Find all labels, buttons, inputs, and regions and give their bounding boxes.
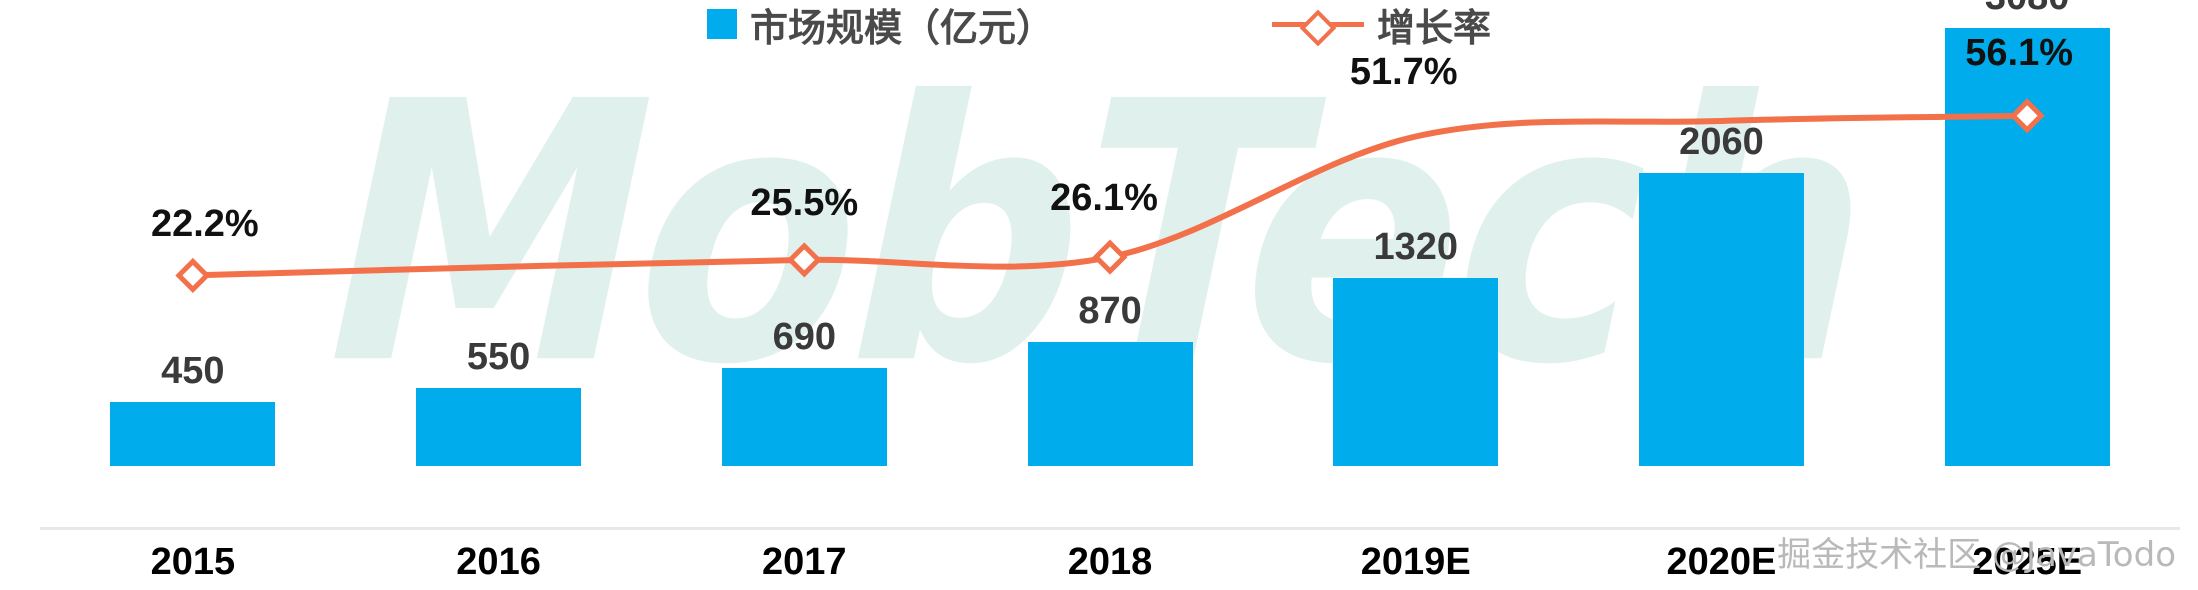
bar-category[interactable]: 450	[40, 0, 346, 466]
bar-market-size[interactable]: 3080	[1944, 0, 2110, 466]
bar-market-size[interactable]: 2060	[1638, 121, 1804, 466]
growth-rate-label: 25.5%	[750, 181, 859, 224]
corner-watermark: 掘金技术社区 @JavaTodo	[1777, 535, 2176, 575]
bar-market-size[interactable]: 870	[1027, 290, 1193, 466]
x-axis-tick: 2016	[456, 541, 541, 583]
square-swatch-icon	[706, 9, 737, 39]
x-axis: 2015 2016 2017 2018 2019E 2020E 2025E	[40, 534, 2180, 590]
bar-market-size[interactable]: 1320	[1333, 226, 1499, 466]
chart-legend: 市场规模（亿元） 增长率	[0, 2, 2198, 50]
growth-rate-label: 26.1%	[1050, 177, 1158, 220]
bar-value-label: 3080	[1985, 0, 2070, 19]
x-axis-tick: 2015	[150, 541, 236, 583]
bar-category[interactable]: 2060	[1569, 0, 1875, 466]
axis-baseline	[40, 527, 2180, 530]
bar-value-label: 870	[1078, 290, 1142, 333]
bar-value-label: 450	[161, 350, 225, 393]
legend-item-market-size[interactable]: 市场规模（亿元）	[706, 0, 1054, 52]
bar-value-label: 550	[466, 335, 531, 378]
bar-category[interactable]: 690	[651, 0, 957, 466]
x-axis-tick: 2025E	[1972, 541, 2083, 583]
growth-rate-label: 56.1%	[1965, 31, 2074, 74]
legend-item-label: 市场规模（亿元）	[749, 5, 1054, 50]
bar-market-size[interactable]: 690	[721, 316, 887, 466]
bar-market-size[interactable]: 450	[110, 350, 276, 466]
x-axis-tick: 2018	[1067, 541, 1153, 583]
bar-value-label: 690	[772, 315, 836, 358]
growth-rate-label: 22.2%	[150, 203, 259, 246]
growth-rate-label: 51.7%	[1349, 50, 1458, 93]
bar-series: 450 550 690 870 1320	[40, 0, 2180, 466]
diamond-marker-icon	[1299, 9, 1337, 47]
bar-value-label: 1320	[1373, 226, 1459, 269]
bar-category[interactable]: 550	[346, 0, 652, 466]
legend-item-growth-rate[interactable]: 增长率	[1272, 0, 1491, 52]
legend-item-label: 增长率	[1377, 5, 1492, 50]
bar-value-label: 2060	[1679, 121, 1764, 164]
plot-area: 450 550 690 870 1320	[40, 0, 2180, 530]
bar-market-size[interactable]: 550	[416, 336, 582, 466]
x-axis-tick: 2020E	[1666, 541, 1777, 583]
bar-category[interactable]: 870	[957, 0, 1263, 466]
line-diamond-icon	[1272, 9, 1364, 47]
x-axis-tick: 2017	[762, 541, 847, 583]
x-axis-tick: 2019E	[1360, 541, 1471, 583]
